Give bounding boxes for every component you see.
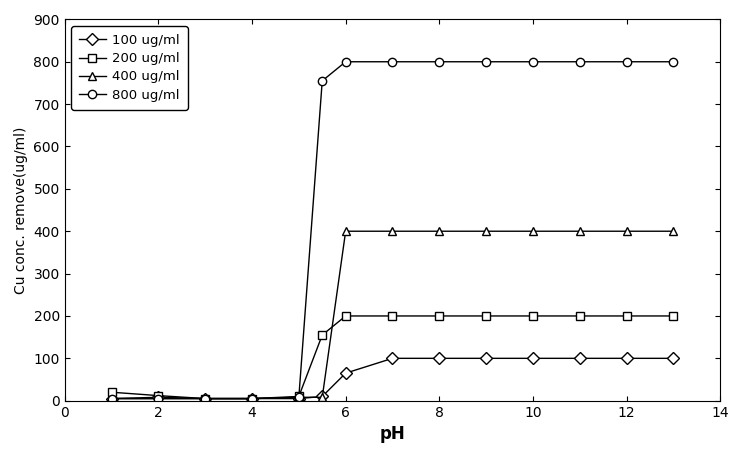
Legend: 100 ug/ml, 200 ug/ml, 400 ug/ml, 800 ug/ml: 100 ug/ml, 200 ug/ml, 400 ug/ml, 800 ug/… (71, 26, 188, 110)
400 ug/ml (107, 396, 116, 401)
400 ug/ml (669, 228, 678, 234)
100 ug/ml (201, 396, 210, 401)
100 ug/ml (341, 371, 350, 376)
800 ug/ml (201, 396, 210, 401)
100 ug/ml (435, 356, 444, 361)
Y-axis label: Cu conc. remove(ug/ml): Cu conc. remove(ug/ml) (14, 126, 28, 294)
800 ug/ml (528, 59, 537, 64)
100 ug/ml (388, 356, 397, 361)
Line: 200 ug/ml: 200 ug/ml (107, 312, 678, 403)
100 ug/ml (622, 356, 631, 361)
800 ug/ml (247, 396, 256, 401)
200 ug/ml (294, 394, 303, 399)
X-axis label: pH: pH (380, 425, 406, 443)
100 ug/ml (154, 394, 163, 400)
200 ug/ml (435, 313, 444, 319)
100 ug/ml (294, 396, 303, 401)
Line: 800 ug/ml: 800 ug/ml (107, 58, 678, 403)
200 ug/ml (528, 313, 537, 319)
100 ug/ml (318, 394, 327, 399)
200 ug/ml (107, 389, 116, 395)
800 ug/ml (388, 59, 397, 64)
400 ug/ml (341, 228, 350, 234)
Line: 100 ug/ml: 100 ug/ml (107, 354, 678, 403)
800 ug/ml (481, 59, 490, 64)
100 ug/ml (481, 356, 490, 361)
800 ug/ml (107, 396, 116, 401)
100 ug/ml (528, 356, 537, 361)
400 ug/ml (481, 228, 490, 234)
400 ug/ml (575, 228, 584, 234)
200 ug/ml (669, 313, 678, 319)
800 ug/ml (154, 396, 163, 401)
200 ug/ml (154, 393, 163, 399)
100 ug/ml (107, 396, 116, 401)
400 ug/ml (154, 396, 163, 401)
400 ug/ml (294, 394, 303, 400)
800 ug/ml (622, 59, 631, 64)
400 ug/ml (622, 228, 631, 234)
200 ug/ml (247, 396, 256, 401)
400 ug/ml (247, 396, 256, 401)
400 ug/ml (201, 396, 210, 401)
200 ug/ml (201, 396, 210, 401)
200 ug/ml (318, 332, 327, 338)
200 ug/ml (481, 313, 490, 319)
400 ug/ml (388, 228, 397, 234)
200 ug/ml (341, 313, 350, 319)
200 ug/ml (575, 313, 584, 319)
Line: 400 ug/ml: 400 ug/ml (107, 227, 678, 403)
200 ug/ml (388, 313, 397, 319)
800 ug/ml (435, 59, 444, 64)
800 ug/ml (575, 59, 584, 64)
400 ug/ml (318, 394, 327, 400)
100 ug/ml (669, 356, 678, 361)
800 ug/ml (318, 78, 327, 84)
400 ug/ml (528, 228, 537, 234)
800 ug/ml (669, 59, 678, 64)
200 ug/ml (622, 313, 631, 319)
100 ug/ml (247, 396, 256, 401)
100 ug/ml (575, 356, 584, 361)
400 ug/ml (435, 228, 444, 234)
800 ug/ml (341, 59, 350, 64)
800 ug/ml (294, 394, 303, 400)
